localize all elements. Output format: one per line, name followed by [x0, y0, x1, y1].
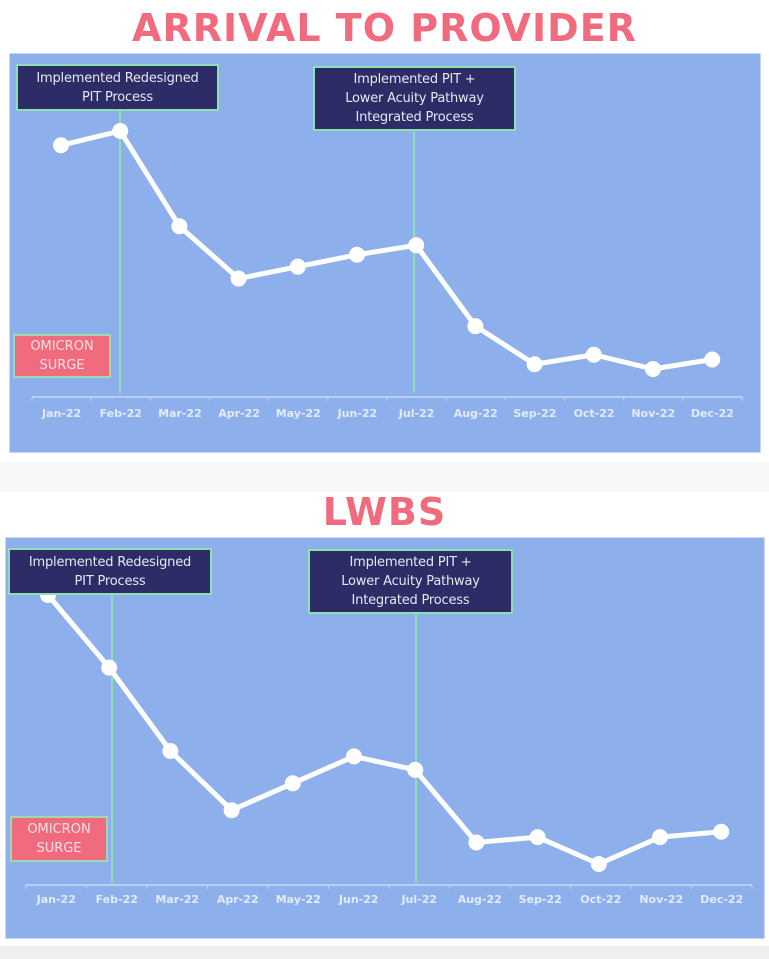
footer-band — [0, 946, 769, 959]
x-axis-label: Sep-22 — [513, 407, 557, 420]
annotation-text: PIT Process — [82, 89, 153, 105]
chart-title-arrival-to-provider: ARRIVAL TO PROVIDER — [132, 6, 637, 50]
x-axis-label: Aug-22 — [453, 407, 498, 420]
annotation-redesigned-pit: Implemented Redesigned PIT Process — [8, 548, 212, 595]
x-axis-label: Feb-22 — [95, 893, 138, 906]
chart-plot — [31, 110, 743, 401]
annotation-integrated-process: Implemented PIT + Lower Acuity Pathway Int… — [313, 66, 516, 131]
x-axis-label: Jan-22 — [41, 407, 82, 420]
data-point — [289, 258, 306, 275]
annotation-text: Implemented PIT + — [349, 555, 472, 570]
data-point — [101, 659, 118, 676]
annotation-text: Implemented Redesigned — [36, 70, 199, 86]
data-point — [346, 748, 362, 765]
data-point — [529, 829, 546, 846]
annotation-redesigned-pit: Implemented Redesigned PIT Process — [16, 64, 219, 111]
x-axis-label: Apr-22 — [216, 893, 259, 906]
x-axis-label: Nov-22 — [639, 893, 684, 906]
omicron-text: OMICRON — [30, 339, 94, 354]
arrival-to-provider-chart: Implemented Redesigned PIT Process Implem… — [10, 54, 760, 452]
annotation-integrated-process: Implemented PIT + Lower Acuity Pathway Int… — [308, 549, 513, 614]
x-axis-label: Jul-22 — [398, 407, 435, 420]
data-point — [468, 834, 485, 851]
data-point — [53, 137, 69, 154]
data-point — [713, 823, 730, 840]
data-point — [585, 346, 602, 363]
x-axis-label: Oct-22 — [573, 407, 615, 420]
annotation-text: Integrated Process — [355, 110, 474, 125]
annotation-text: PIT Process — [74, 573, 146, 589]
data-point — [284, 775, 301, 792]
separator-band — [0, 462, 769, 492]
data-point — [223, 802, 240, 819]
x-axis-label: May-22 — [275, 893, 321, 906]
x-axis-label: Jan-22 — [36, 893, 76, 906]
x-axis-label: Mar-22 — [158, 407, 202, 420]
x-axis-label: Dec-22 — [690, 407, 734, 420]
x-axis-label: Dec-22 — [700, 893, 744, 906]
x-axis-label: May-22 — [275, 407, 321, 420]
x-axis-label: Mar-22 — [155, 893, 200, 906]
omicron-text: SURGE — [39, 358, 85, 373]
data-point — [467, 318, 484, 335]
annotation-text: Lower Acuity Pathway — [341, 574, 480, 589]
data-point — [112, 123, 129, 139]
data-point — [704, 351, 721, 368]
data-point — [230, 270, 247, 287]
annotation-text: Lower Acuity Pathway — [345, 91, 484, 106]
omicron-text: OMICRON — [27, 822, 91, 837]
omicron-surge-label: OMICRON SURGE — [13, 334, 111, 378]
x-axis-label: Jun-22 — [337, 407, 378, 420]
data-point — [349, 246, 365, 263]
omicron-text: SURGE — [36, 841, 82, 856]
data-point — [162, 743, 179, 760]
x-axis-label: Aug-22 — [457, 893, 502, 906]
data-point — [407, 761, 424, 778]
chart-plot — [25, 587, 753, 889]
data-point — [526, 356, 543, 373]
data-point — [652, 829, 668, 846]
x-axis-label: Feb-22 — [99, 407, 142, 420]
x-axis-label: Apr-22 — [218, 407, 260, 420]
x-axis-label: Jun-22 — [338, 893, 379, 906]
annotation-text: Implemented Redesigned — [28, 554, 192, 570]
data-point — [408, 237, 425, 254]
chart-title-lwbs: LWBS — [322, 490, 447, 534]
data-point — [590, 856, 607, 872]
lwbs-chart: Implemented Redesigned PIT Process Implem… — [6, 538, 764, 938]
x-axis-label: Sep-22 — [518, 893, 562, 906]
annotation-text: Integrated Process — [351, 593, 470, 608]
annotation-text: Implemented PIT + — [353, 72, 476, 87]
data-series-line — [60, 128, 713, 372]
x-axis-label: Nov-22 — [631, 407, 676, 420]
data-point — [645, 361, 661, 377]
x-axis-label: Jul-22 — [401, 893, 438, 906]
data-series-line — [46, 593, 722, 867]
omicron-surge-label: OMICRON SURGE — [10, 816, 108, 862]
x-axis-label: Oct-22 — [580, 893, 622, 906]
data-point — [171, 218, 188, 235]
